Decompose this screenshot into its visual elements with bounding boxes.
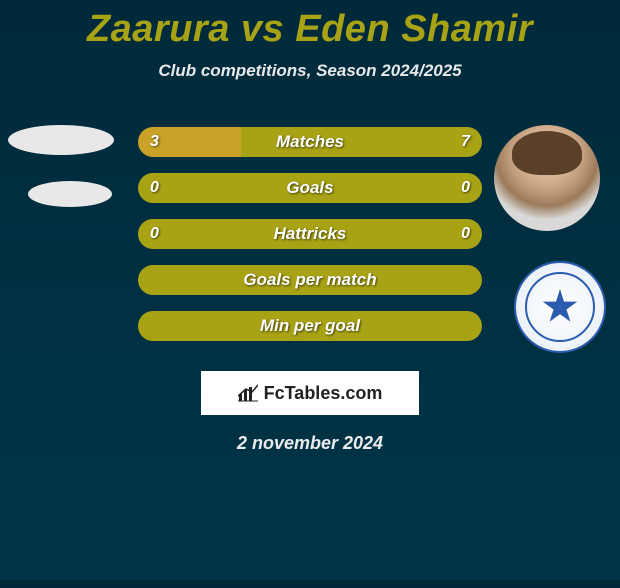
- stat-bar-value-left: 3: [150, 127, 159, 157]
- stat-bar-bg: [138, 219, 482, 249]
- stat-bar-value-left: 0: [150, 173, 159, 203]
- brand-text: FcTables.com: [264, 383, 383, 404]
- stat-bar: Goals00: [138, 173, 482, 203]
- stat-bar: Hattricks00: [138, 219, 482, 249]
- stat-bar-right-fill: [241, 127, 482, 157]
- page-title: Zaarura vs Eden Shamir: [0, 8, 620, 51]
- stat-bar-right-fill: [310, 173, 482, 203]
- stat-bar-value-left: 0: [150, 219, 159, 249]
- stat-bar-right-fill: [310, 311, 482, 341]
- stat-bars: Matches37Goals00Hattricks00Goals per mat…: [138, 127, 482, 357]
- comparison-area: Matches37Goals00Hattricks00Goals per mat…: [0, 109, 620, 369]
- stat-bar: Goals per match: [138, 265, 482, 295]
- stat-bar-value-right: 0: [461, 173, 470, 203]
- stat-bar-left-fill: [138, 265, 310, 295]
- stat-bar: Matches37: [138, 127, 482, 157]
- stat-bar-bg: [138, 311, 482, 341]
- stat-bar-bg: [138, 265, 482, 295]
- stat-bar-value-right: 7: [461, 127, 470, 157]
- title-vs: vs: [241, 8, 284, 50]
- stat-bar-right-fill: [310, 219, 482, 249]
- stat-bar-bg: [138, 173, 482, 203]
- title-right: Eden Shamir: [295, 8, 533, 50]
- stat-bar-right-fill: [310, 265, 482, 295]
- player-right-avatar: [494, 125, 600, 231]
- date-footer: 2 november 2024: [0, 433, 620, 454]
- stat-bar-value-right: 0: [461, 219, 470, 249]
- stat-bar: Min per goal: [138, 311, 482, 341]
- player-right-club-badge: [514, 261, 606, 353]
- stat-bar-left-fill: [138, 311, 310, 341]
- stat-bar-bg: [138, 127, 482, 157]
- subtitle: Club competitions, Season 2024/2025: [0, 61, 620, 81]
- title-left: Zaarura: [87, 8, 230, 50]
- stat-bar-left-fill: [138, 173, 310, 203]
- bar-chart-icon: [238, 384, 258, 402]
- brand-watermark: FcTables.com: [201, 371, 419, 415]
- player-left-avatar-placeholder-1: [8, 125, 114, 155]
- stat-bar-left-fill: [138, 219, 310, 249]
- player-left-avatar-placeholder-2: [28, 181, 112, 207]
- club-badge-star-icon: [542, 289, 578, 325]
